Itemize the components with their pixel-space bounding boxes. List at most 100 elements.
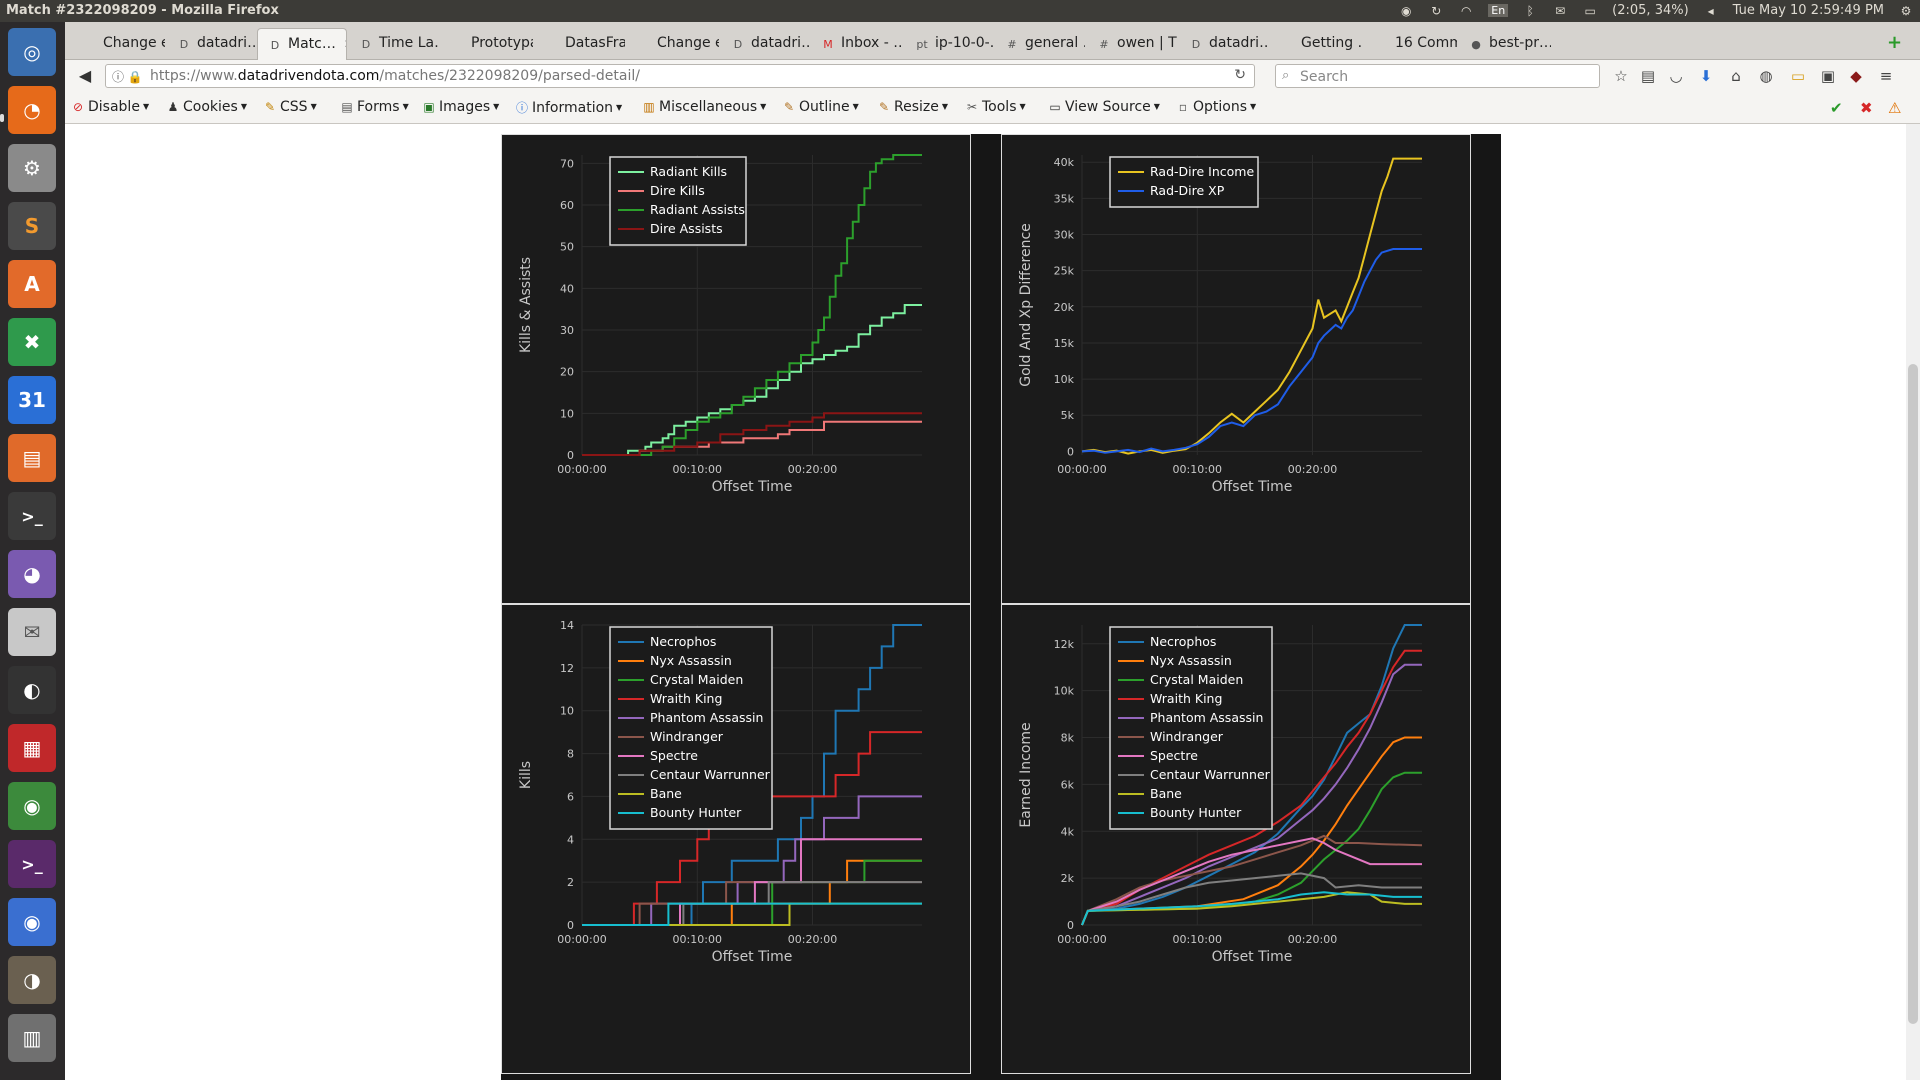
mail-icon[interactable]: ✉ xyxy=(1555,3,1566,18)
series-line-spectre[interactable] xyxy=(582,838,922,926)
sync-icon[interactable]: ↻ xyxy=(1431,3,1442,18)
series-line-nyx-assassin[interactable] xyxy=(582,859,922,926)
legend-entry[interactable]: Rad-Dire Income xyxy=(1150,164,1254,179)
chat-icon[interactable]: ◍ xyxy=(1759,67,1773,85)
legend-entry[interactable]: Dire Kills xyxy=(650,183,705,198)
chrome-alt-icon[interactable]: ◉ xyxy=(8,898,56,946)
legend-entry[interactable]: Bane xyxy=(650,786,682,801)
battery-status[interactable]: (2:05, 34%) xyxy=(1612,3,1689,18)
devbar-images[interactable]: ▣ Images ▼ xyxy=(422,99,499,115)
legend-entry[interactable]: Wraith King xyxy=(650,691,722,706)
tab-0[interactable]: Change ent… xyxy=(73,28,165,60)
devbar-css[interactable]: ✎ CSS ▼ xyxy=(263,99,317,115)
check-icon[interactable]: ✔ xyxy=(1830,99,1843,117)
stop-icon[interactable]: ✖ xyxy=(1860,99,1873,117)
url-bar[interactable]: ⓘ 🔒 https://www.datadrivendota.com/match… xyxy=(105,64,1255,88)
spreadsheet-icon[interactable]: ✖ xyxy=(8,318,56,366)
battery-icon[interactable]: ▭ xyxy=(1584,3,1596,18)
legend-entry[interactable]: Wraith King xyxy=(1150,691,1222,706)
tab-14[interactable]: 16 Commo… xyxy=(1365,28,1457,60)
devbar-disable[interactable]: ⊘ Disable ▼ xyxy=(71,99,149,115)
ublock-icon[interactable]: ◆ xyxy=(1850,67,1862,85)
trash-icon[interactable]: ▥ xyxy=(8,1014,56,1062)
series-line-dire-assists[interactable] xyxy=(582,412,922,456)
chrome-tray-icon[interactable]: ◉ xyxy=(1401,3,1412,18)
tab-11[interactable]: # owen | T… xyxy=(1087,28,1177,60)
series-line-rad-dire-xp[interactable] xyxy=(1081,248,1422,454)
reload-icon[interactable]: ↻ xyxy=(1234,67,1246,83)
clock[interactable]: Tue May 10 2:59:49 PM xyxy=(1732,3,1884,18)
volume-icon[interactable]: ◂ xyxy=(1707,3,1714,18)
mail-client-icon[interactable]: ✉ xyxy=(8,608,56,656)
legend-entry[interactable]: Bane xyxy=(1150,786,1182,801)
devbar-forms[interactable]: ▤ Forms ▼ xyxy=(340,99,408,115)
files-icon[interactable]: ▤ xyxy=(8,434,56,482)
legend-entry[interactable]: Crystal Maiden xyxy=(650,672,743,687)
home-icon[interactable]: ⌂ xyxy=(1731,67,1741,85)
sublime-text-icon[interactable]: S xyxy=(8,202,56,250)
settings-icon[interactable]: ⚙ xyxy=(8,144,56,192)
legend-entry[interactable]: Bounty Hunter xyxy=(1150,805,1242,820)
series-line-phantom-assassin[interactable] xyxy=(1081,663,1422,926)
page-scrollbar[interactable] xyxy=(1906,124,1920,1080)
pocket-icon[interactable]: ◡ xyxy=(1669,67,1683,85)
legend-entry[interactable]: Dire Assists xyxy=(650,221,723,236)
tab-9[interactable]: pt ip-10-0-… xyxy=(905,28,993,60)
series-line-radiant-assists[interactable] xyxy=(582,154,922,456)
tab-6[interactable]: Change ent… xyxy=(627,28,719,60)
tab-2[interactable]: D Matc… ✕ xyxy=(257,28,347,60)
reading-list-icon[interactable]: ▤ xyxy=(1640,67,1656,85)
back-button[interactable]: ◀ xyxy=(78,66,92,85)
tab-13[interactable]: Getting … xyxy=(1271,28,1363,60)
devbar-view-source[interactable]: ▭ View Source ▼ xyxy=(1048,99,1160,115)
devbar-tools[interactable]: ✂ Tools ▼ xyxy=(965,99,1026,115)
tab-15[interactable]: ● best-pr… xyxy=(1459,28,1551,60)
close-tab-icon[interactable]: ✕ xyxy=(344,37,346,51)
legend-entry[interactable]: Bounty Hunter xyxy=(650,805,742,820)
devbar-miscellaneous[interactable]: ▥ Miscellaneous ▼ xyxy=(642,99,766,115)
tab-3[interactable]: D Time La… xyxy=(349,28,439,60)
pidgin-icon[interactable]: ◕ xyxy=(8,550,56,598)
legend-entry[interactable]: Nyx Assassin xyxy=(650,653,732,668)
terminal-icon[interactable]: >_ xyxy=(8,492,56,540)
series-line-windranger[interactable] xyxy=(1081,834,1423,926)
bluetooth-icon[interactable]: ᛒ xyxy=(1526,3,1534,18)
devbar-cookies[interactable]: ♟ Cookies ▼ xyxy=(166,99,247,115)
terminal-alt-icon[interactable]: >_ xyxy=(8,840,56,888)
ubuntu-dash-icon[interactable]: ◎ xyxy=(8,28,56,76)
legend-entry[interactable]: Crystal Maiden xyxy=(1150,672,1243,687)
legend-entry[interactable]: Rad-Dire XP xyxy=(1150,183,1225,198)
tab-10[interactable]: # general … xyxy=(995,28,1085,60)
tab-4[interactable]: Prototypal … xyxy=(441,28,533,60)
series-line-bounty-hunter[interactable] xyxy=(582,902,922,926)
warning-icon[interactable]: ⚠ xyxy=(1888,99,1902,117)
legend-entry[interactable]: Spectre xyxy=(650,748,698,763)
extension-folder-icon[interactable]: ▭ xyxy=(1790,67,1806,85)
legend-entry[interactable]: Nyx Assassin xyxy=(1150,653,1232,668)
bookmark-star-icon[interactable]: ☆ xyxy=(1614,67,1628,85)
legend-entry[interactable]: Necrophos xyxy=(650,634,716,649)
series-line-bane[interactable] xyxy=(1081,891,1422,926)
menu-icon[interactable]: ≡ xyxy=(1879,67,1893,85)
devbar-outline[interactable]: ✎ Outline ▼ xyxy=(782,99,859,115)
devbar-options[interactable]: ▫ Options ▼ xyxy=(1176,99,1256,115)
legend-entry[interactable]: Necrophos xyxy=(1150,634,1216,649)
legend-entry[interactable]: Windranger xyxy=(650,729,724,744)
app-grid-icon[interactable]: ▦ xyxy=(8,724,56,772)
calendar-icon[interactable]: 31 xyxy=(8,376,56,424)
legend-entry[interactable]: Radiant Assists xyxy=(650,202,745,217)
gimp-icon[interactable]: ◑ xyxy=(8,956,56,1004)
legend-entry[interactable]: Spectre xyxy=(1150,748,1198,763)
tab-8[interactable]: M Inbox - … xyxy=(811,28,903,60)
url-text[interactable]: https://www.datadrivendota.com/matches/2… xyxy=(150,68,640,84)
devbar-resize[interactable]: ✎ Resize ▼ xyxy=(877,99,948,115)
new-tab-icon[interactable]: + xyxy=(1887,32,1903,53)
series-line-radiant-kills[interactable] xyxy=(582,304,922,456)
steam-icon[interactable]: ◐ xyxy=(8,666,56,714)
legend-entry[interactable]: Phantom Assassin xyxy=(650,710,763,725)
series-line-necrophos[interactable] xyxy=(1081,624,1422,926)
extension-notify-icon[interactable]: ▣ xyxy=(1820,67,1836,85)
